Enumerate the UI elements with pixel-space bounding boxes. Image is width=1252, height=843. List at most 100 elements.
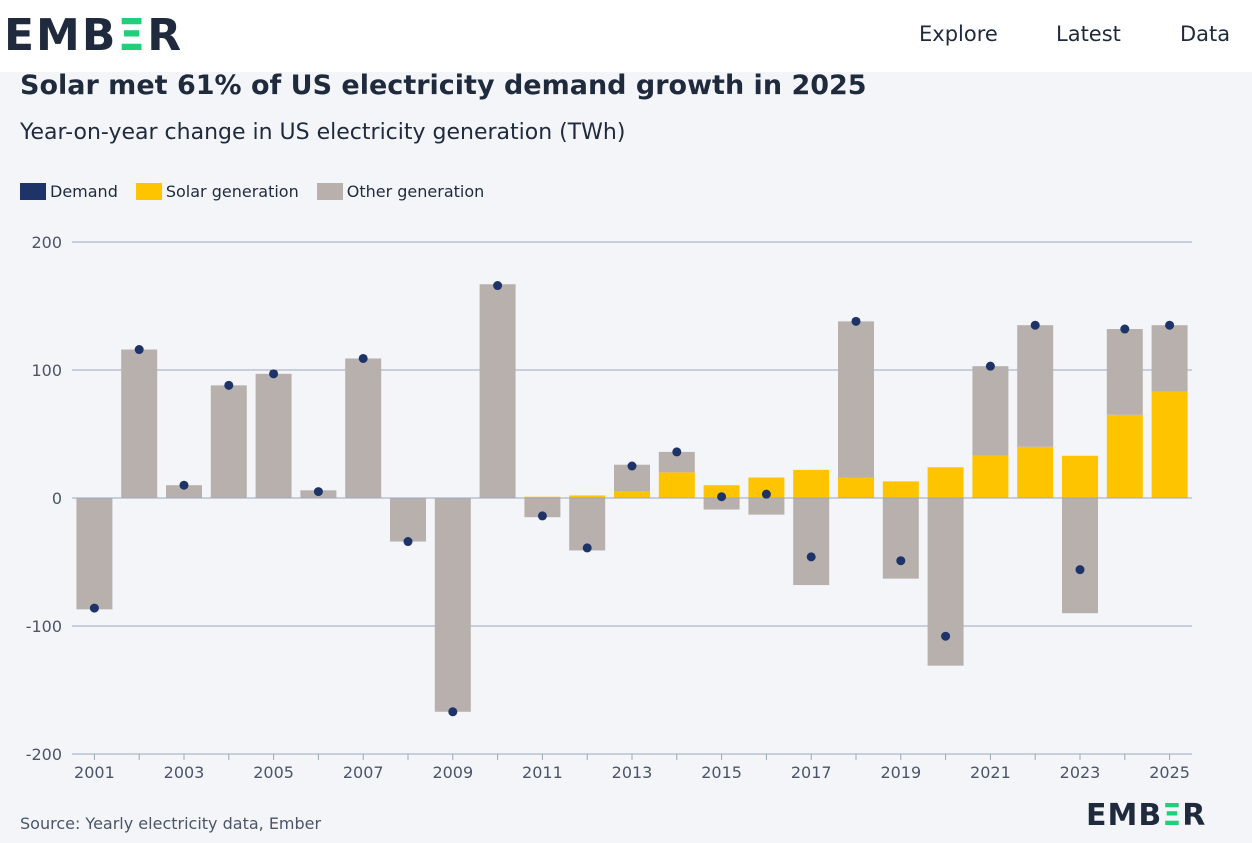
demand-dot-2003 [179, 480, 189, 490]
top-bar: EMBΞR Explore Latest Data [0, 0, 1252, 72]
demand-dot-2022 [1030, 320, 1040, 330]
legend-item-solar: Solar generation [135, 182, 299, 201]
demand-dot-2006 [313, 487, 323, 497]
demand-dot-2013 [627, 461, 637, 471]
other-bar-2002 [121, 349, 158, 498]
solar-bar-2018 [838, 477, 874, 498]
x-tick-label: 2013 [612, 763, 653, 782]
demand-dot-2023 [1075, 565, 1085, 575]
other-bar-2004 [210, 385, 247, 498]
demand-dot-2005 [269, 369, 279, 379]
other-bar-2018 [838, 321, 874, 478]
legend-item-demand: Demand [20, 182, 118, 201]
legend-swatch-demand [20, 183, 46, 200]
footer-ember-logo: EMBΞR [1086, 798, 1207, 833]
y-tick-label: 0 [52, 489, 62, 508]
legend-item-other: Other generation [316, 182, 485, 201]
solar-bar-2012 [569, 495, 606, 498]
nav-data[interactable]: Data [1180, 22, 1231, 46]
demand-dot-2001 [89, 603, 99, 613]
other-bar-2014 [658, 451, 695, 473]
other-bar-2023 [1062, 498, 1098, 614]
legend-label-demand: Demand [50, 182, 118, 201]
other-bar-2019 [882, 498, 919, 579]
other-bar-2005 [255, 373, 292, 498]
demand-dot-2011 [537, 511, 547, 521]
solar-bar-2022 [1017, 446, 1054, 498]
bar-chart: 200 100 0 -100 -200 2001 2003 2005 2007 2009 2011 2… [26, 233, 1192, 782]
x-tick-label: 2019 [880, 763, 921, 782]
other-bar-2008 [390, 498, 426, 542]
other-bar-2010 [479, 284, 516, 498]
solar-bar-2011 [524, 496, 561, 498]
x-tick-label: 2001 [74, 763, 115, 782]
solar-bar-2016 [748, 477, 785, 498]
other-bar-2025 [1151, 325, 1188, 392]
x-tick-label: 2017 [791, 763, 832, 782]
legend-label-other: Other generation [346, 182, 485, 201]
other-bar-2011 [524, 498, 561, 518]
solar-bar-2021 [972, 455, 1009, 498]
demand-dot-2025 [1165, 320, 1175, 330]
demand-dot-2024 [1120, 324, 1130, 334]
legend-label-solar: Solar generation [165, 182, 299, 201]
solar-bar-2017 [793, 469, 830, 498]
other-bar-2015 [703, 498, 740, 510]
y-tick-label: -200 [26, 745, 62, 764]
x-tick-label: 2025 [1149, 763, 1190, 782]
nav-latest[interactable]: Latest [1056, 22, 1121, 46]
chart-title: Solar met 61% of US electricity demand g… [20, 70, 867, 101]
demand-dot-2009 [448, 707, 458, 717]
x-tick-label: 2023 [1060, 763, 1101, 782]
chart-subtitle: Year-on-year change in US electricity ge… [20, 120, 626, 145]
ember-logo[interactable]: EMBΞR [4, 10, 184, 61]
other-bar-2001 [76, 498, 113, 610]
solar-bar-2019 [882, 481, 919, 498]
x-tick-label: 2007 [343, 763, 384, 782]
other-bar-2022 [1017, 325, 1054, 447]
y-tick-label: -100 [26, 617, 62, 636]
other-bar-2024 [1106, 329, 1143, 415]
chart-legend: Demand Solar generation Other generation [20, 182, 484, 201]
x-tick-label: 2011 [522, 763, 563, 782]
other-bar-2009 [434, 498, 471, 712]
solar-bar-2014 [658, 472, 695, 498]
x-tick-label: 2005 [253, 763, 294, 782]
x-tick-label: 2021 [970, 763, 1011, 782]
legend-swatch-other [316, 183, 343, 200]
demand-dot-2008 [403, 537, 413, 547]
other-bar-2003 [166, 485, 202, 498]
solar-bar-2024 [1106, 414, 1143, 498]
demand-dot-2019 [896, 556, 906, 566]
other-bar-2021 [972, 366, 1009, 456]
demand-dot-2018 [851, 316, 861, 326]
other-bar-2012 [569, 498, 606, 551]
solar-bar-2023 [1062, 455, 1098, 498]
solar-bar-2020 [927, 467, 964, 498]
demand-dot-2014 [672, 447, 682, 457]
demand-dot-2017 [806, 552, 816, 562]
demand-dot-2010 [493, 281, 503, 291]
demand-dot-2004 [224, 380, 234, 390]
source-note: Source: Yearly electricity data, Ember [20, 814, 322, 833]
other-bar-2017 [793, 498, 830, 586]
x-tick-label: 2009 [432, 763, 473, 782]
y-tick-label: 200 [31, 233, 62, 252]
solar-bar-2025 [1151, 391, 1188, 498]
y-tick-label: 100 [31, 361, 62, 380]
demand-dot-2002 [134, 345, 144, 355]
demand-dot-2021 [985, 361, 995, 371]
nav-explore[interactable]: Explore [919, 22, 998, 46]
demand-dot-2020 [941, 631, 951, 641]
solar-bar-2015 [703, 485, 740, 498]
demand-dot-2016 [761, 489, 771, 499]
x-tick-label: 2003 [164, 763, 205, 782]
x-tick-label: 2015 [701, 763, 742, 782]
other-bar-2016 [748, 498, 785, 515]
demand-dot-2012 [582, 543, 592, 553]
demand-dot-2015 [717, 492, 727, 502]
solar-bar-2013 [614, 491, 650, 498]
legend-swatch-solar [135, 183, 162, 200]
other-bar-2007 [345, 358, 382, 498]
demand-dot-2007 [358, 353, 368, 363]
